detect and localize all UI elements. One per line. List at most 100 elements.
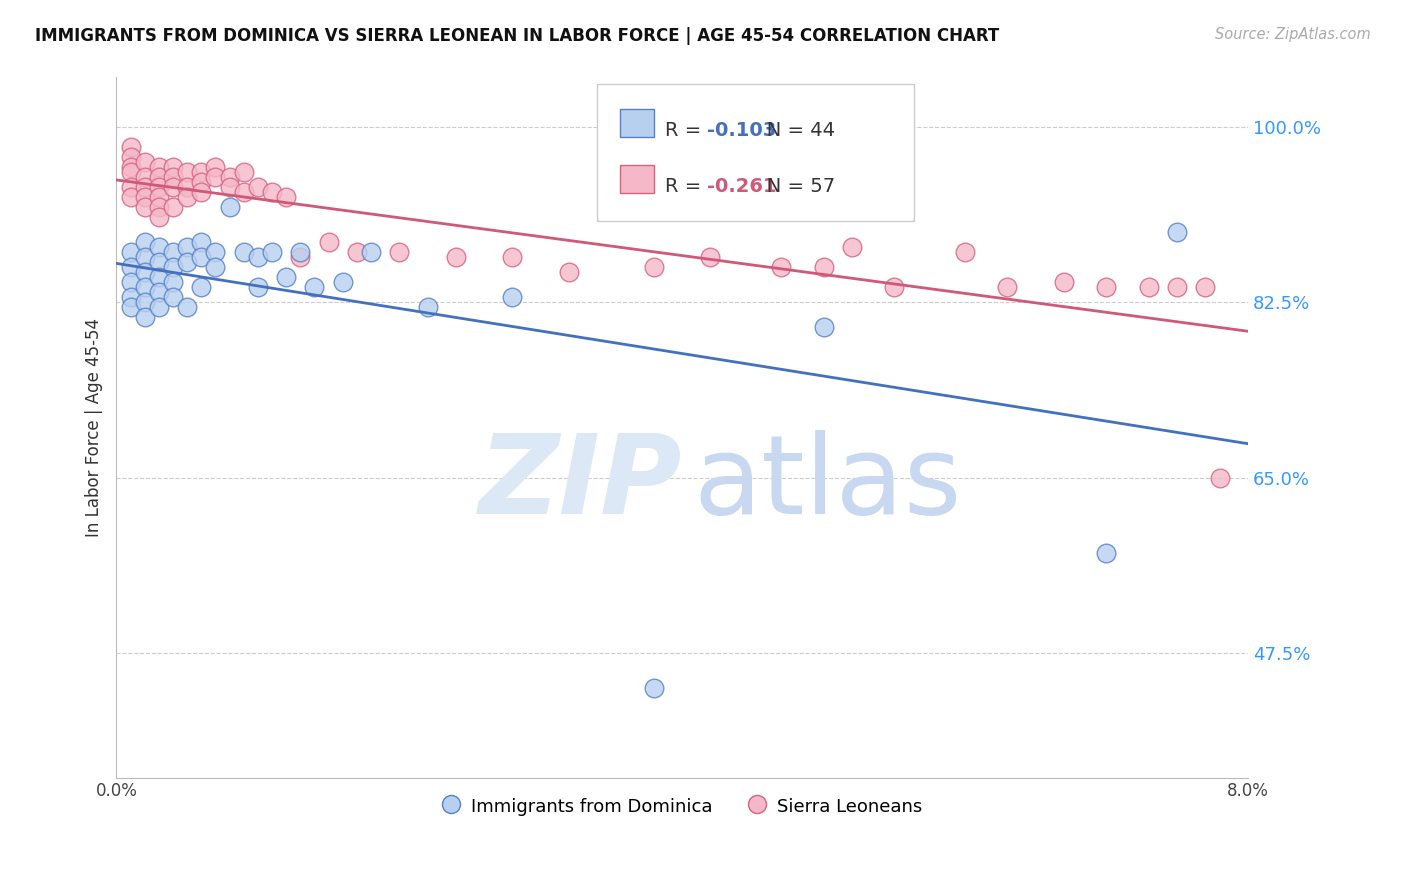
Point bbox=[190, 165, 212, 179]
Point bbox=[134, 155, 156, 169]
Point bbox=[120, 165, 142, 179]
Point bbox=[120, 151, 142, 165]
Point bbox=[444, 251, 467, 265]
Point bbox=[190, 251, 212, 265]
Point bbox=[190, 186, 212, 200]
Point bbox=[318, 235, 340, 250]
Point bbox=[134, 235, 156, 250]
Text: -0.261: -0.261 bbox=[707, 177, 776, 196]
Text: R =: R = bbox=[665, 177, 707, 196]
Point bbox=[148, 285, 170, 300]
Legend: Immigrants from Dominica, Sierra Leoneans: Immigrants from Dominica, Sierra Leonean… bbox=[434, 788, 929, 824]
Point bbox=[176, 190, 198, 204]
Point bbox=[501, 290, 523, 304]
Point bbox=[176, 240, 198, 254]
Text: Source: ZipAtlas.com: Source: ZipAtlas.com bbox=[1215, 27, 1371, 42]
Point bbox=[1053, 276, 1076, 290]
Point bbox=[218, 180, 240, 194]
Point bbox=[134, 180, 156, 194]
Point bbox=[176, 301, 198, 315]
Point bbox=[232, 186, 254, 200]
Point bbox=[360, 245, 382, 260]
Point bbox=[232, 165, 254, 179]
Point bbox=[134, 265, 156, 279]
Point bbox=[148, 161, 170, 175]
FancyBboxPatch shape bbox=[598, 85, 914, 221]
Point bbox=[883, 280, 905, 294]
Point bbox=[1095, 545, 1118, 559]
Point bbox=[643, 681, 665, 695]
Y-axis label: In Labor Force | Age 45-54: In Labor Force | Age 45-54 bbox=[86, 318, 103, 537]
Point bbox=[134, 251, 156, 265]
Point bbox=[953, 245, 976, 260]
Point bbox=[162, 290, 184, 304]
Point bbox=[120, 260, 142, 275]
Text: IMMIGRANTS FROM DOMINICA VS SIERRA LEONEAN IN LABOR FORCE | AGE 45-54 CORRELATIO: IMMIGRANTS FROM DOMINICA VS SIERRA LEONE… bbox=[35, 27, 1000, 45]
Point bbox=[246, 251, 269, 265]
Point bbox=[162, 201, 184, 215]
Text: ZIP: ZIP bbox=[478, 430, 682, 537]
Point bbox=[134, 295, 156, 310]
Point bbox=[162, 161, 184, 175]
Point bbox=[1137, 280, 1160, 294]
Point bbox=[190, 235, 212, 250]
Point bbox=[148, 190, 170, 204]
Point bbox=[1166, 226, 1188, 240]
Point bbox=[148, 170, 170, 185]
Point bbox=[260, 186, 283, 200]
Point bbox=[388, 245, 411, 260]
Text: -0.103: -0.103 bbox=[707, 120, 776, 140]
Point bbox=[841, 240, 863, 254]
Point bbox=[162, 245, 184, 260]
Point bbox=[813, 260, 835, 275]
Point bbox=[1095, 280, 1118, 294]
Point bbox=[1166, 280, 1188, 294]
Point bbox=[204, 170, 226, 185]
Point bbox=[134, 190, 156, 204]
Point bbox=[176, 165, 198, 179]
Point bbox=[148, 255, 170, 269]
Point bbox=[304, 280, 326, 294]
Point bbox=[346, 245, 368, 260]
Point bbox=[290, 245, 312, 260]
Point bbox=[204, 245, 226, 260]
Text: atlas: atlas bbox=[693, 430, 962, 537]
FancyBboxPatch shape bbox=[620, 109, 654, 137]
Point bbox=[332, 276, 354, 290]
Point bbox=[148, 201, 170, 215]
Point bbox=[416, 301, 439, 315]
Point bbox=[246, 180, 269, 194]
Point bbox=[120, 276, 142, 290]
Point bbox=[276, 270, 298, 285]
Point bbox=[162, 260, 184, 275]
Point bbox=[204, 161, 226, 175]
Point bbox=[501, 251, 523, 265]
Point bbox=[190, 176, 212, 190]
Point bbox=[176, 180, 198, 194]
Point bbox=[148, 211, 170, 225]
Point bbox=[162, 180, 184, 194]
Point bbox=[120, 140, 142, 154]
Point bbox=[120, 161, 142, 175]
Point bbox=[162, 276, 184, 290]
Point bbox=[204, 260, 226, 275]
Text: N = 57: N = 57 bbox=[748, 177, 835, 196]
Point bbox=[120, 290, 142, 304]
Point bbox=[162, 170, 184, 185]
Point bbox=[120, 180, 142, 194]
Point bbox=[699, 251, 721, 265]
Point bbox=[190, 280, 212, 294]
Point bbox=[218, 170, 240, 185]
Point bbox=[276, 190, 298, 204]
Point bbox=[290, 251, 312, 265]
Text: R =: R = bbox=[665, 120, 707, 140]
Point bbox=[134, 201, 156, 215]
FancyBboxPatch shape bbox=[620, 165, 654, 193]
Point bbox=[643, 260, 665, 275]
Point bbox=[120, 190, 142, 204]
Point bbox=[176, 255, 198, 269]
Point bbox=[134, 280, 156, 294]
Point bbox=[120, 301, 142, 315]
Point bbox=[134, 170, 156, 185]
Point bbox=[997, 280, 1019, 294]
